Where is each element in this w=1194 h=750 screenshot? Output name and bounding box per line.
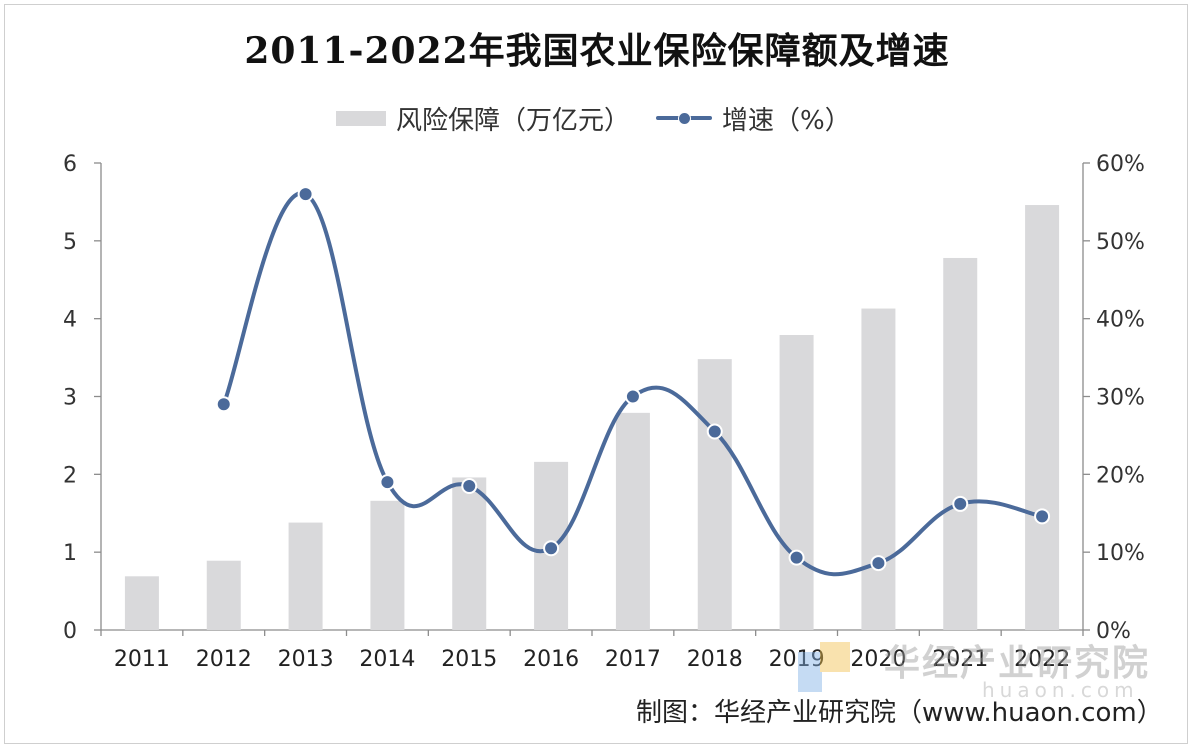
- x-tick-label: 2015: [441, 647, 497, 672]
- bar: [861, 308, 896, 630]
- legend-item-bar: 风险保障（万亿元）: [336, 100, 630, 137]
- bar: [206, 560, 241, 630]
- y-left-tick-label: 5: [63, 230, 77, 255]
- source-note: 制图：华经产业研究院（www.huaon.com）: [636, 698, 1163, 728]
- growth-point: [624, 388, 641, 405]
- legend-line-label: 增速（%）: [722, 105, 851, 136]
- bar: [779, 335, 814, 630]
- y-right-tick-label: 0%: [1096, 619, 1131, 644]
- y-left-tick-label: 2: [63, 463, 77, 488]
- bar: [370, 500, 405, 630]
- growth-point: [788, 549, 805, 566]
- bar: [943, 257, 978, 630]
- bar: [288, 522, 323, 630]
- y-right-tick-label: 50%: [1096, 230, 1145, 255]
- x-tick-label: 2021: [932, 647, 988, 672]
- growth-point: [952, 495, 969, 512]
- growth-point: [215, 396, 232, 413]
- y-left-tick-label: 3: [63, 386, 77, 411]
- y-right-tick-label: 30%: [1096, 386, 1145, 411]
- bar: [124, 576, 159, 630]
- y-left-tick-label: 1: [63, 541, 77, 566]
- y-right-tick-label: 40%: [1096, 308, 1145, 333]
- growth-point: [461, 478, 478, 495]
- bar: [1025, 205, 1060, 630]
- x-tick-label: 2020: [850, 647, 906, 672]
- y-right-tick-label: 60%: [1096, 152, 1145, 177]
- growth-point: [297, 186, 314, 203]
- growth-point: [706, 423, 723, 440]
- legend-bar-swatch: [336, 110, 386, 126]
- y-left-tick-label: 4: [63, 308, 77, 333]
- legend-line-swatch: [656, 110, 713, 126]
- x-tick-label: 2013: [278, 647, 334, 672]
- bar: [452, 477, 487, 630]
- legend-item-line: 增速（%）: [656, 100, 851, 137]
- chart-frame: [4, 4, 1188, 744]
- bar: [697, 359, 732, 630]
- growth-point: [379, 474, 396, 491]
- growth-point: [543, 540, 560, 557]
- y-right-tick-label: 10%: [1096, 541, 1145, 566]
- x-tick-label: 2016: [523, 647, 579, 672]
- chart-title: 2011-2022年我国农业保险保障额及增速: [244, 30, 950, 72]
- x-tick-label: 2018: [687, 647, 743, 672]
- x-tick-label: 2019: [769, 647, 825, 672]
- chart-legend: 风险保障（万亿元） 增速（%）: [336, 100, 851, 136]
- growth-point: [1034, 508, 1051, 525]
- y-left-tick-label: 0: [63, 619, 77, 644]
- x-tick-label: 2014: [359, 647, 415, 672]
- x-tick-label: 2012: [196, 647, 252, 672]
- bar: [615, 412, 650, 630]
- growth-point: [870, 555, 887, 572]
- x-tick-label: 2017: [605, 647, 661, 672]
- legend-bar-label: 风险保障（万亿元）: [396, 105, 631, 136]
- y-right-tick-label: 20%: [1096, 463, 1145, 488]
- y-left-tick-label: 6: [63, 152, 77, 177]
- x-tick-label: 2022: [1014, 647, 1070, 672]
- x-tick-label: 2011: [114, 647, 170, 672]
